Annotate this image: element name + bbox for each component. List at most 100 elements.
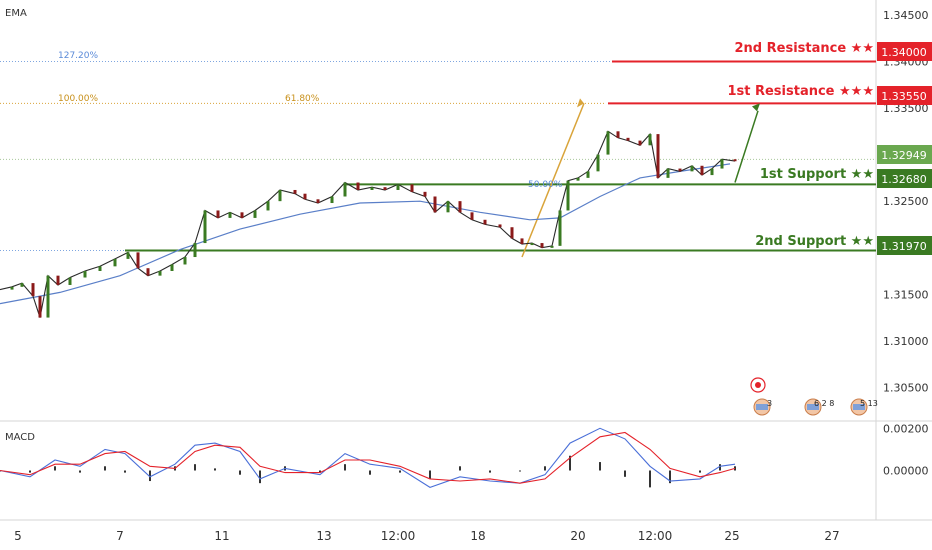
fib-label-618: 61.80% [285, 94, 320, 104]
price-candle [423, 191, 427, 197]
fib-trend-line [521, 103, 585, 258]
y-tick-label: 1.32500 [883, 195, 929, 208]
price-candle [458, 201, 462, 213]
price-candle [193, 243, 197, 258]
current-price-value: 1.32949 [881, 149, 927, 162]
price-candle [616, 131, 620, 138]
macd-indicator-label: MACD [5, 432, 35, 443]
event-flag-us-1[interactable]: 3 [753, 398, 772, 416]
macd-histogram-bar [459, 466, 461, 471]
price-candle [183, 257, 187, 265]
price-candle [278, 189, 282, 202]
price-candle [638, 140, 642, 146]
y-tick-label: 1.30500 [883, 381, 929, 394]
event-flag-canada[interactable] [750, 377, 766, 393]
level-label-1st-support: 1st Support ★★ [760, 167, 874, 182]
macd-histogram-bar [429, 470, 431, 479]
price-candle [38, 296, 42, 318]
level-value-1st-resistance: 1.33550 [881, 90, 927, 103]
x-tick-label: 5 [14, 529, 22, 543]
price-candle [596, 154, 600, 172]
level-value-2nd-resistance: 1.34000 [881, 46, 927, 59]
price-candle [520, 238, 524, 244]
x-tick-label: 18 [470, 529, 485, 543]
macd-histogram-bar [669, 470, 671, 484]
x-tick-label: 7 [116, 529, 124, 543]
price-candle [510, 227, 514, 239]
x-tick-label: 12:00 [638, 529, 673, 543]
macd-histogram-bar [214, 468, 216, 471]
price-candle [540, 243, 544, 248]
macd-histogram-bar [319, 470, 321, 473]
price-candle [700, 165, 704, 176]
price-candle [720, 159, 724, 169]
level-box-2nd-support [877, 236, 932, 255]
macd-histogram-bar [544, 466, 546, 471]
price-candle [470, 212, 474, 220]
price-candle [343, 182, 347, 197]
macd-line [0, 427, 736, 489]
y-tick-label: 1.34500 [883, 9, 929, 22]
price-candle [678, 168, 682, 172]
price-candle [433, 196, 437, 213]
ema-line [0, 163, 731, 305]
x-tick-label: 13 [316, 529, 331, 543]
price-candle [31, 283, 35, 297]
price-candle [566, 180, 570, 211]
price-candle [498, 224, 502, 228]
level-label-2nd-resistance: 2nd Resistance ★★ [735, 41, 875, 56]
price-candle [253, 210, 257, 218]
macd-histogram-bar [719, 464, 721, 471]
price-candle [446, 201, 450, 213]
price-candle [146, 268, 150, 276]
macd-histogram-bar [344, 464, 346, 471]
price-candle [98, 266, 102, 271]
price-candle [113, 258, 117, 267]
price-candle [656, 134, 660, 178]
price-candle [710, 168, 714, 176]
price-candle [733, 159, 737, 162]
price-candle [576, 177, 580, 181]
price-candle [46, 275, 50, 318]
level-box-2nd-resistance [877, 42, 932, 61]
price-candle [20, 283, 24, 287]
price-candle [550, 245, 554, 248]
price-line [0, 130, 736, 318]
macd-histogram-bar [79, 470, 81, 473]
price-candle [383, 187, 387, 190]
projection-arrowhead [752, 103, 760, 112]
macd-histogram-bar [569, 455, 571, 471]
macd-histogram-bar [649, 470, 651, 488]
price-candle [606, 131, 610, 155]
price-candle [126, 252, 130, 259]
y-tick-label: 1.33500 [883, 102, 929, 115]
price-candle [370, 187, 374, 190]
price-candle [626, 137, 630, 141]
price-candle [170, 264, 174, 271]
price-candle [316, 199, 320, 204]
x-tick-label: 12:00 [381, 529, 416, 543]
macd-histogram-bar [124, 470, 126, 473]
price-candle [56, 275, 60, 285]
price-candle [586, 171, 590, 178]
x-tick-label: 25 [724, 529, 739, 543]
macd-y-tick-label: 0.00200 [883, 422, 929, 435]
current-price-box [877, 145, 932, 164]
price-candle [648, 134, 652, 146]
x-tick-label: 20 [570, 529, 585, 543]
price-candle [293, 189, 297, 194]
price-candle [356, 182, 360, 190]
event-flag-us-2[interactable]: 6 2 8 [804, 398, 834, 416]
macd-histogram-bar [399, 470, 401, 473]
price-candle [666, 168, 670, 178]
level-box-1st-support [877, 169, 932, 188]
ema-indicator-label: EMA [5, 8, 27, 19]
price-candle [228, 212, 232, 218]
price-candle [410, 184, 414, 192]
price-candle [68, 277, 72, 285]
price-candle [136, 252, 140, 269]
level-box-1st-resistance [877, 86, 932, 105]
fib-trend-arrowhead [577, 98, 584, 108]
event-flag-us-3[interactable]: 5 13 [850, 398, 878, 416]
